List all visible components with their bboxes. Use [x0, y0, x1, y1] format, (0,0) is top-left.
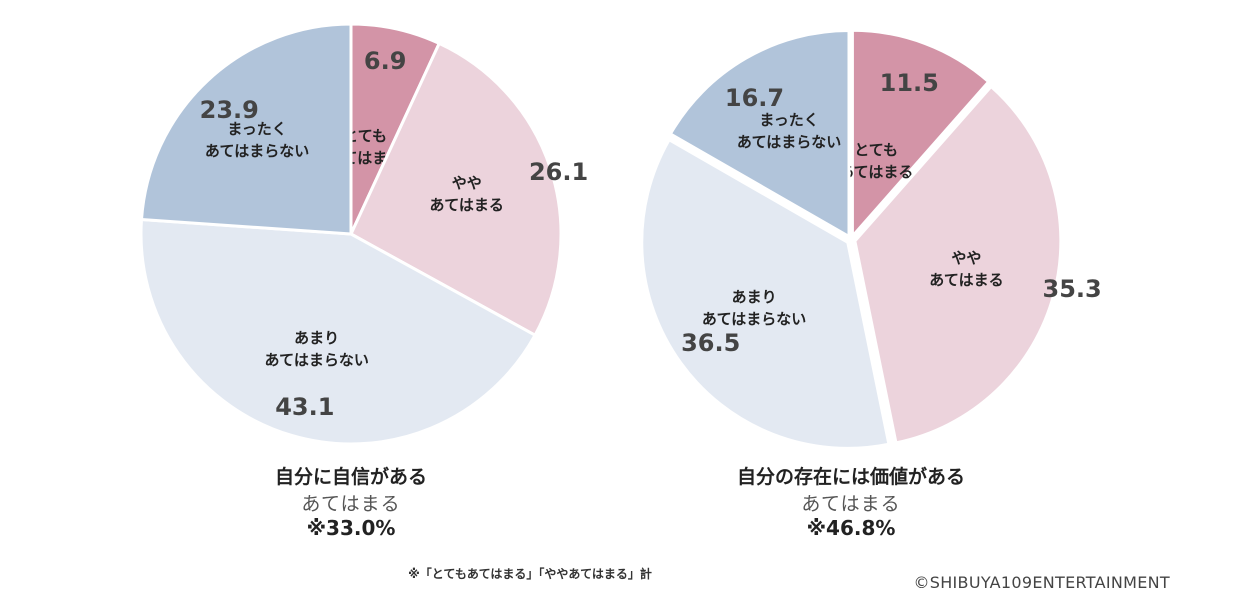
chart-2-slice-1-label: とてもあてはまる	[839, 141, 913, 181]
chart-2-slice-4-label: まったくあてはまらない	[737, 111, 841, 151]
chart-2-slice-4-value: 16.7	[725, 84, 784, 112]
chart-2-caption: 自分の存在には価値がある あてはまる ※46.8%	[651, 462, 1051, 540]
chart-1-summary-value: ※33.0%	[306, 516, 396, 540]
chart-1-slice-3	[139, 218, 537, 446]
footnote: ※「とてもあてはまる」「ややあてはまる」計	[408, 567, 652, 581]
chart-1-slice-1-value: 6.9	[364, 47, 407, 75]
chart-1-title: 自分に自信がある	[274, 466, 427, 488]
chart-1-slice-3-value: 43.1	[275, 393, 334, 421]
chart-2-slice-2	[853, 85, 1063, 445]
chart-2-title: 自分の存在には価値がある	[736, 466, 965, 488]
chart-2-slice-1	[850, 28, 991, 238]
chart-2-slice-3-label: あまりあてはまらない	[702, 288, 806, 328]
chart-1-slice-2-label: ややあてはまる	[430, 174, 504, 214]
chart-1-slice-4-label: まったくあてはまらない	[205, 120, 309, 160]
chart-1-slice-4-value: 23.9	[200, 96, 259, 124]
chart-2-slice-1-value: 11.5	[880, 69, 939, 97]
chart-1-slice-2-value: 26.1	[529, 158, 588, 186]
chart-2-summary-label: あてはまる	[801, 493, 901, 515]
chart-2-summary-value: ※46.8%	[806, 516, 896, 540]
chart-2-slice-2-label: ややあてはまる	[929, 249, 1003, 289]
chart-2-slice-4	[668, 29, 851, 239]
chart-1-caption: 自分に自信がある あてはまる ※33.0%	[151, 462, 551, 540]
copyright: ©SHIBUYA109ENTERTAINMENT	[913, 573, 1170, 592]
chart-2-slice-3	[640, 138, 891, 450]
chart-1-summary-label: あてはまる	[301, 493, 401, 515]
chart-1-slice-3-label: あまりあてはまらない	[264, 329, 368, 369]
chart-1-slice-4	[140, 22, 353, 236]
chart-2-slice-2-value: 35.3	[1043, 275, 1102, 303]
chart-2-slice-3-value: 36.5	[681, 329, 740, 357]
